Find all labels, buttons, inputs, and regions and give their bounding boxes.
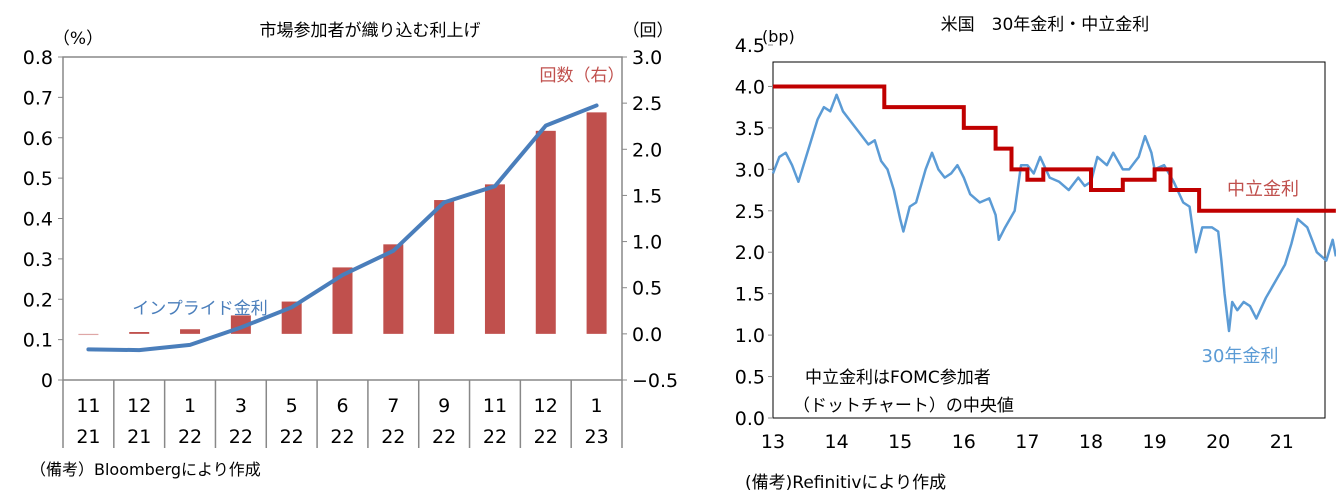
x-label-year: 22 (483, 426, 507, 448)
x-label-month: 6 (336, 395, 348, 417)
y-axis-tick-label: 1.5 (735, 284, 765, 306)
right-axis-unit: （回） (623, 21, 674, 41)
bar (586, 112, 607, 334)
left-axis-tick-label: 0.8 (23, 47, 53, 69)
y-axis-tick-label: 3.5 (735, 118, 765, 140)
x-label-year: 22 (229, 426, 253, 448)
x-label-month: 12 (127, 395, 151, 417)
bar (484, 184, 505, 334)
right-axis-tick-label: 2.0 (632, 139, 662, 161)
bar-series-label: 回数（右） (540, 66, 625, 86)
right-axis-tick-label: −0.5 (632, 370, 678, 392)
x-axis-tick-label: 13 (761, 431, 785, 453)
yield30-line (771, 93, 1336, 333)
x-label-month: 7 (387, 395, 399, 417)
right-chart: 米国 30年金利・中立金利 (bp) 0.0 0.5 1.0 1.5 2.0 2.5 3.0… (735, 15, 1336, 493)
x-label-year: 21 (127, 426, 151, 448)
x-label-year: 21 (76, 426, 100, 448)
x-label-year: 22 (280, 426, 304, 448)
x-label-month: 12 (534, 395, 558, 417)
bar (129, 332, 150, 334)
x-axis-tick-label: 19 (1143, 431, 1167, 453)
left-chart-title: 市場参加者が織り込む利上げ (260, 21, 481, 41)
left-axis-tick-label: 0.5 (23, 168, 53, 190)
annotation-line-2: （ドットチャート）の中央値 (793, 396, 1014, 416)
x-label-month: 11 (76, 395, 100, 417)
left-axis-tick-label: 0.1 (23, 330, 53, 352)
x-label-year: 22 (534, 426, 558, 448)
x-label-month: 3 (235, 395, 247, 417)
left-axis-tick-label: 0.3 (23, 249, 53, 271)
left-axis-tick-label: 0.4 (23, 209, 53, 231)
y-axis-tick-label: 2.0 (735, 242, 765, 264)
bar (383, 244, 404, 334)
x-label-year: 23 (584, 426, 608, 448)
right-footnote: (備考)Refinitivにより作成 (745, 473, 946, 493)
right-axis-tick-label: 1.5 (632, 185, 662, 207)
bar (78, 333, 99, 336)
y-axis-tick-label: 1.0 (735, 325, 765, 347)
left-axis-tick-label: 0 (41, 370, 53, 392)
x-label-year: 22 (432, 426, 456, 448)
right-axis-tick-label: 2.5 (632, 93, 662, 115)
right-axis-tick-label: 1.0 (632, 232, 662, 254)
x-label-month: 11 (483, 395, 507, 417)
bar (180, 329, 201, 334)
y-axis-tick-label: 2.5 (735, 201, 765, 223)
left-footnote: （備考）Bloombergにより作成 (30, 460, 261, 479)
implied-rate-line (86, 103, 599, 353)
right-axis-tick-label: 0.0 (632, 324, 662, 346)
x-label-year: 22 (381, 426, 405, 448)
right-axis-tick-label: 3.0 (632, 47, 662, 69)
yield30-label: 30年金利 (1202, 346, 1279, 367)
right-axis-tick-label: 0.5 (632, 278, 662, 300)
x-label-month: 1 (591, 395, 603, 417)
line-series-label: インプライド金利 (132, 299, 268, 319)
x-label-year: 22 (330, 426, 354, 448)
neutral-rate-label: 中立金利 (1227, 179, 1299, 200)
x-axis-tick-label: 20 (1206, 431, 1230, 453)
x-label-year: 22 (178, 426, 202, 448)
left-axis-tick-label: 0.7 (23, 87, 53, 109)
x-axis-tick-label: 15 (888, 431, 912, 453)
right-plot-area (772, 61, 1326, 419)
neutral-rate-step-line (773, 84, 1336, 213)
y-axis-tick-label: 0.5 (735, 367, 765, 389)
x-label-month: 9 (438, 395, 450, 417)
right-chart-title: 米国 30年金利・中立金利 (941, 15, 1150, 35)
x-axis-tick-label: 16 (952, 431, 976, 453)
x-axis-tick-label: 21 (1270, 431, 1294, 453)
x-axis-tick-label: 17 (1015, 431, 1039, 453)
y-axis-tick-label: 3.0 (735, 159, 765, 181)
y-axis-tick-label: 4.5 (735, 35, 765, 57)
left-axis-tick-label: 0.6 (23, 128, 53, 150)
bar (434, 200, 455, 334)
left-axis-unit: （%） (53, 29, 103, 49)
x-axis-tick-label: 18 (1079, 431, 1103, 453)
right-y-unit: (bp) (762, 27, 795, 46)
bar (535, 130, 556, 334)
x-label-month: 1 (184, 395, 196, 417)
annotation-line-1: 中立金利はFOMC参加者 (805, 368, 991, 388)
bar (332, 267, 353, 334)
x-axis-tick-label: 14 (825, 431, 849, 453)
y-axis-tick-label: 0.0 (735, 408, 765, 430)
left-chart: 市場参加者が織り込む利上げ （%） （回） 0 0.1 0.2 0.3 0.4 0.5 0.… (23, 21, 678, 479)
x-label-month: 5 (286, 395, 298, 417)
left-axis-tick-label: 0.2 (23, 289, 53, 311)
y-axis-tick-label: 4.0 (735, 76, 765, 98)
